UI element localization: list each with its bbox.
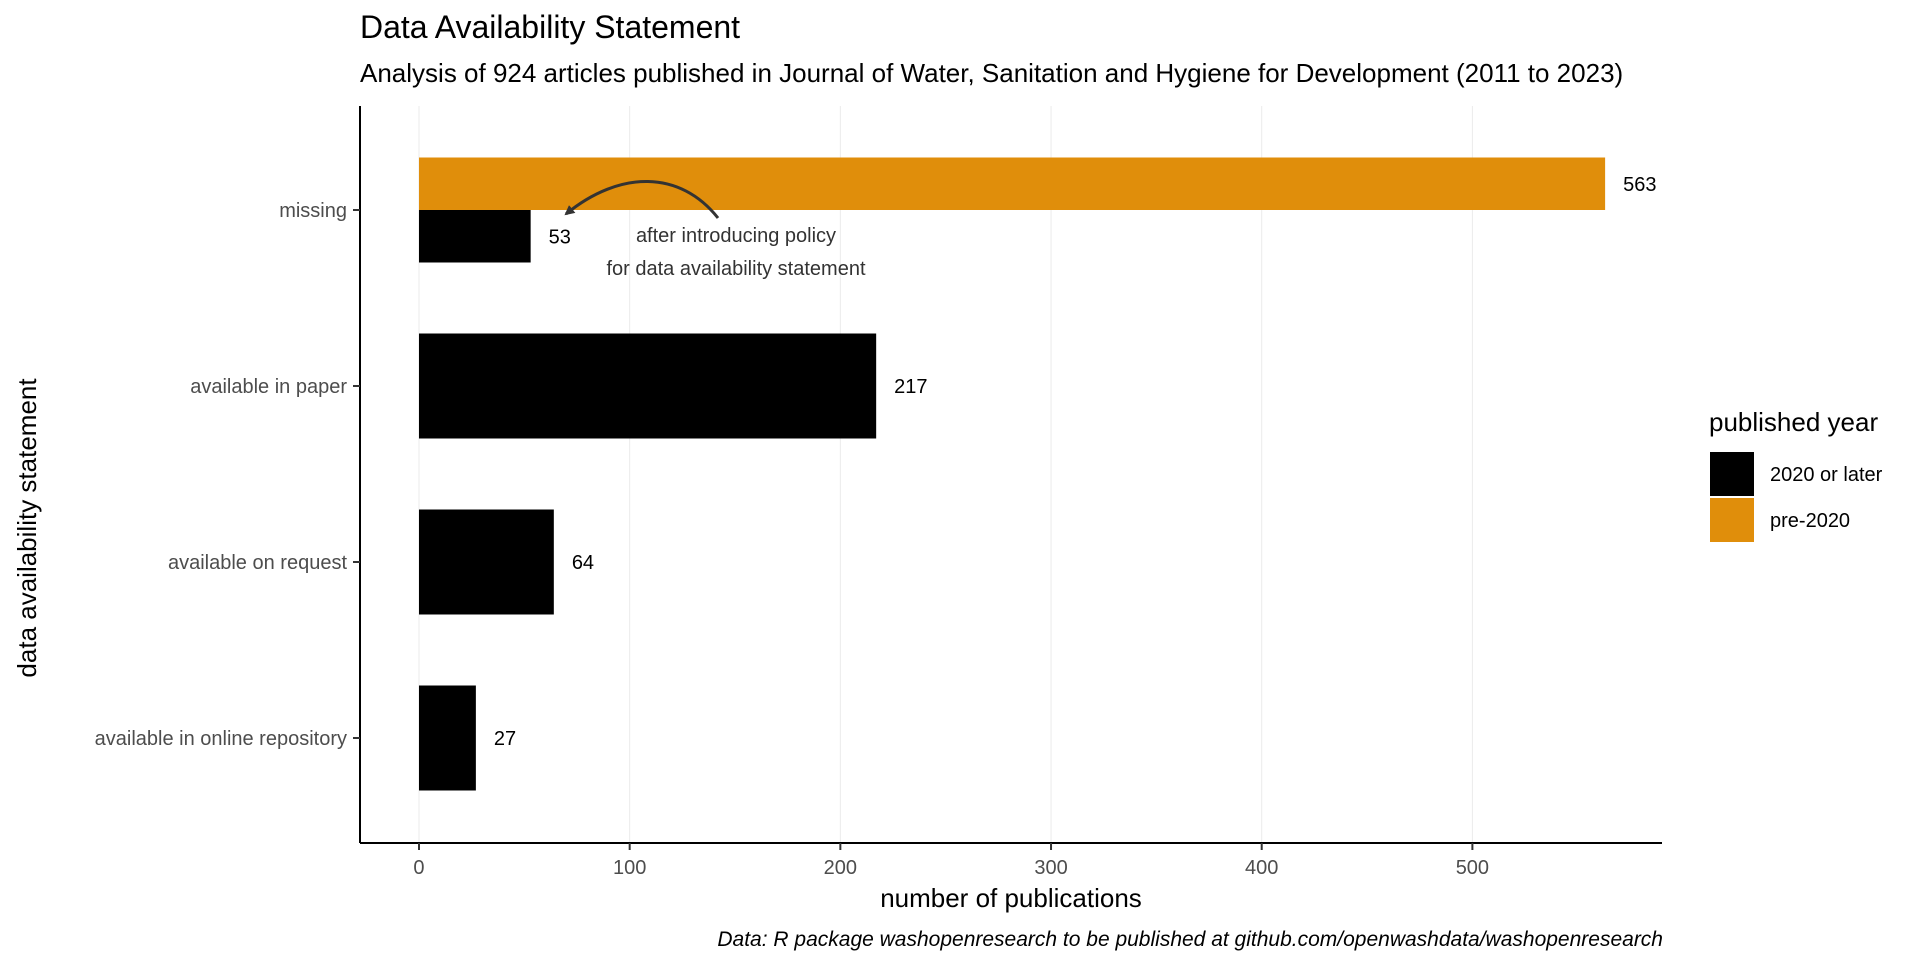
y-axis-title: data availability statement [12,378,42,678]
chart-title: Data Availability Statement [360,9,740,45]
x-axis-title: number of publications [880,883,1142,913]
legend-swatch-2020-or-later [1710,452,1754,496]
x-tick-label-100: 100 [613,857,646,879]
bar-available-in-online-repository-2020-or-later [418,685,476,791]
bar-missing-2020-or-later [418,210,531,263]
bars [418,157,1606,791]
y-tick-label-available-in-paper: available in paper [190,376,347,398]
data-label-available-in-paper-2020-or-later: 217 [894,376,927,398]
data-labels: 53 563 217 64 27 [494,174,1657,750]
y-tick-label-available-on-request: available on request [168,552,347,574]
annotation-arrow [564,180,720,219]
x-tick-label-500: 500 [1456,857,1489,879]
annotation-line-2: for data availability statement [606,258,865,280]
data-label-available-on-request-2020-or-later: 64 [572,552,594,574]
y-tick-label-missing: missing [279,200,347,222]
x-tick-label-0: 0 [413,857,424,879]
chart-subtitle: Analysis of 924 articles published in Jo… [360,58,1623,88]
x-tick-label-300: 300 [1034,857,1067,879]
x-tick-label-200: 200 [824,857,857,879]
legend: published year 2020 or later pre-2020 [1709,407,1883,542]
annotation-line-1: after introducing policy [636,225,836,247]
data-label-available-in-online-repository-2020-or-later: 27 [494,728,516,750]
bar-available-on-request-2020-or-later [418,509,554,615]
axes: 0 100 200 300 400 500 missing available in pape… [95,106,1662,879]
bar-available-in-paper-2020-or-later [418,333,877,439]
bar-missing-pre-2020 [418,157,1606,210]
annotation: after introducing policy for data availab… [564,180,866,280]
x-tick-label-400: 400 [1245,857,1278,879]
legend-title: published year [1709,407,1878,437]
legend-swatch-pre-2020 [1710,498,1754,542]
data-label-missing-2020-or-later: 53 [549,226,571,248]
legend-label-2020-or-later: 2020 or later [1770,464,1883,486]
legend-label-pre-2020: pre-2020 [1770,510,1850,532]
y-tick-label-available-in-online-repository: available in online repository [95,728,347,750]
data-label-missing-pre-2020: 563 [1623,174,1656,196]
chart-caption: Data: R package washopenresearch to be p… [717,928,1663,951]
gridlines [418,106,1473,843]
